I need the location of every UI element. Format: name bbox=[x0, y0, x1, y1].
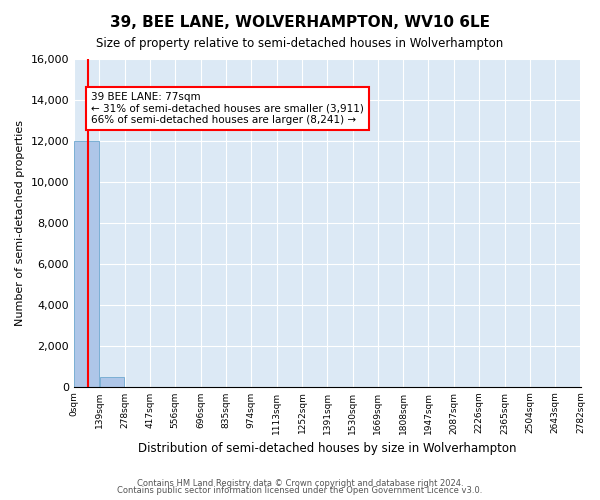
Text: 39 BEE LANE: 77sqm
← 31% of semi-detached houses are smaller (3,911)
66% of semi: 39 BEE LANE: 77sqm ← 31% of semi-detache… bbox=[91, 92, 364, 125]
Text: Contains HM Land Registry data © Crown copyright and database right 2024.: Contains HM Land Registry data © Crown c… bbox=[137, 478, 463, 488]
Text: 39, BEE LANE, WOLVERHAMPTON, WV10 6LE: 39, BEE LANE, WOLVERHAMPTON, WV10 6LE bbox=[110, 15, 490, 30]
Bar bbox=[100, 378, 124, 386]
Bar bbox=[74, 141, 99, 386]
Text: Contains public sector information licensed under the Open Government Licence v3: Contains public sector information licen… bbox=[118, 486, 482, 495]
X-axis label: Distribution of semi-detached houses by size in Wolverhampton: Distribution of semi-detached houses by … bbox=[138, 442, 517, 455]
Text: Size of property relative to semi-detached houses in Wolverhampton: Size of property relative to semi-detach… bbox=[97, 38, 503, 51]
Y-axis label: Number of semi-detached properties: Number of semi-detached properties bbox=[15, 120, 25, 326]
